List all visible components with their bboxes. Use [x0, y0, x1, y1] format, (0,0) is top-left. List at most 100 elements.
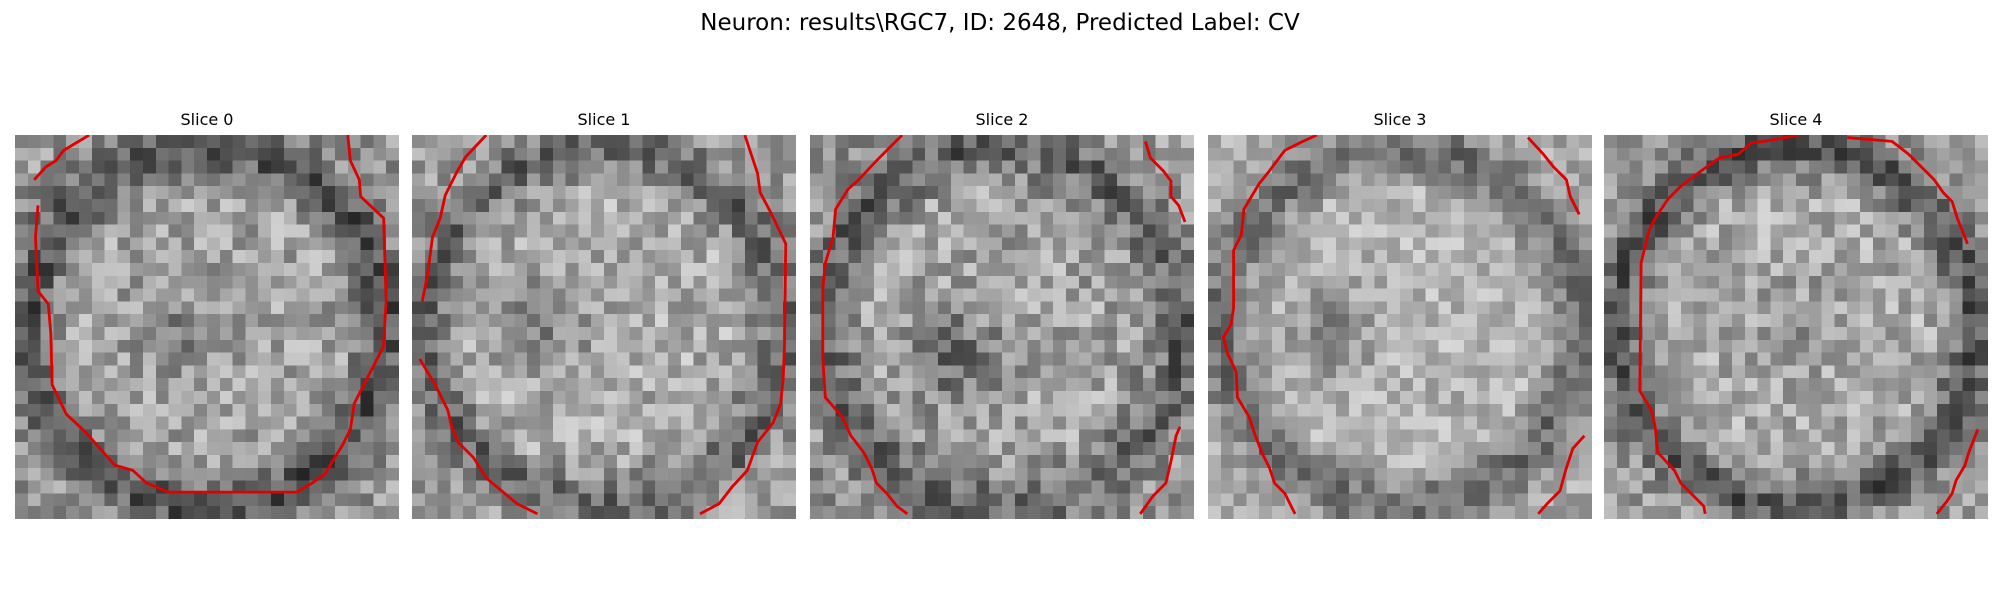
image-pixel — [976, 173, 990, 187]
image-pixel — [1464, 263, 1478, 277]
image-pixel — [1040, 455, 1054, 469]
image-pixel — [1464, 224, 1478, 238]
image-pixel — [604, 506, 618, 519]
image-pixel — [1387, 288, 1401, 302]
image-pixel — [79, 301, 93, 315]
image-pixel — [950, 493, 964, 507]
image-pixel — [1642, 173, 1656, 187]
image-pixel — [719, 211, 733, 225]
image-pixel — [1616, 250, 1630, 264]
image-pixel — [91, 352, 105, 366]
image-pixel — [976, 135, 990, 149]
image-pixel — [412, 327, 426, 341]
image-pixel — [1553, 288, 1567, 302]
image-pixel — [322, 416, 336, 430]
image-pixel — [1476, 199, 1490, 213]
image-pixel — [655, 250, 669, 264]
image-pixel — [1719, 263, 1733, 277]
image-pixel — [732, 199, 746, 213]
image-pixel — [1553, 327, 1567, 341]
image-pixel — [1757, 199, 1771, 213]
image-pixel — [1860, 301, 1874, 315]
image-pixel — [668, 199, 682, 213]
image-pixel — [1053, 455, 1067, 469]
image-pixel — [1348, 160, 1362, 174]
image-pixel — [463, 275, 477, 289]
image-pixel — [706, 135, 720, 149]
image-pixel — [1361, 237, 1375, 251]
image-pixel — [66, 288, 80, 302]
image-pixel — [424, 288, 438, 302]
image-pixel — [53, 199, 67, 213]
image-pixel — [91, 211, 105, 225]
image-pixel — [1130, 288, 1144, 302]
image-pixel — [578, 224, 592, 238]
image-pixel — [1860, 442, 1874, 456]
image-pixel — [938, 211, 952, 225]
image-pixel — [79, 480, 93, 494]
image-pixel — [950, 301, 964, 315]
image-pixel — [629, 506, 643, 519]
image-pixel — [1642, 429, 1656, 443]
image-pixel — [258, 275, 272, 289]
image-pixel — [514, 288, 528, 302]
image-pixel — [835, 135, 849, 149]
image-pixel — [1451, 263, 1465, 277]
image-pixel — [1284, 327, 1298, 341]
image-pixel — [1002, 378, 1016, 392]
image-pixel — [540, 275, 554, 289]
image-pixel — [271, 275, 285, 289]
image-pixel — [1604, 211, 1618, 225]
image-pixel — [1821, 147, 1835, 161]
image-pixel — [642, 211, 656, 225]
image-pixel — [309, 224, 323, 238]
image-pixel — [1898, 352, 1912, 366]
image-pixel — [1284, 493, 1298, 507]
image-pixel — [693, 224, 707, 238]
image-pixel — [810, 160, 824, 174]
image-pixel — [757, 416, 771, 430]
image-pixel — [693, 442, 707, 456]
image-pixel — [1962, 147, 1976, 161]
image-pixel — [706, 173, 720, 187]
image-pixel — [1464, 493, 1478, 507]
image-pixel — [1808, 442, 1822, 456]
image-pixel — [1284, 480, 1298, 494]
image-pixel — [668, 237, 682, 251]
image-pixel — [1040, 391, 1054, 405]
slice-image-4 — [1604, 135, 1988, 519]
image-pixel — [40, 250, 54, 264]
image-pixel — [1744, 403, 1758, 417]
image-pixel — [1284, 224, 1298, 238]
image-pixel — [1860, 199, 1874, 213]
image-pixel — [1553, 403, 1567, 417]
image-pixel — [1604, 416, 1618, 430]
image-pixel — [1374, 211, 1388, 225]
image-pixel — [874, 288, 888, 302]
image-pixel — [1975, 199, 1988, 213]
image-pixel — [1400, 237, 1414, 251]
image-pixel — [1911, 480, 1925, 494]
image-pixel — [1310, 339, 1324, 353]
image-pixel — [104, 365, 118, 379]
image-pixel — [1425, 429, 1439, 443]
image-pixel — [1847, 186, 1861, 200]
image-pixel — [1336, 263, 1350, 277]
image-pixel — [1783, 224, 1797, 238]
image-pixel — [1374, 352, 1388, 366]
image-pixel — [1297, 416, 1311, 430]
image-pixel — [899, 442, 913, 456]
image-pixel — [1924, 455, 1938, 469]
image-pixel — [1744, 301, 1758, 315]
image-pixel — [1616, 493, 1630, 507]
image-pixel — [1284, 416, 1298, 430]
image-pixel — [1680, 275, 1694, 289]
image-pixel — [1412, 429, 1426, 443]
image-pixel — [1680, 352, 1694, 366]
image-pixel — [347, 327, 361, 341]
image-pixel — [1566, 506, 1580, 519]
image-pixel — [232, 160, 246, 174]
image-pixel — [1014, 211, 1028, 225]
image-pixel — [1668, 314, 1682, 328]
image-pixel — [27, 403, 41, 417]
